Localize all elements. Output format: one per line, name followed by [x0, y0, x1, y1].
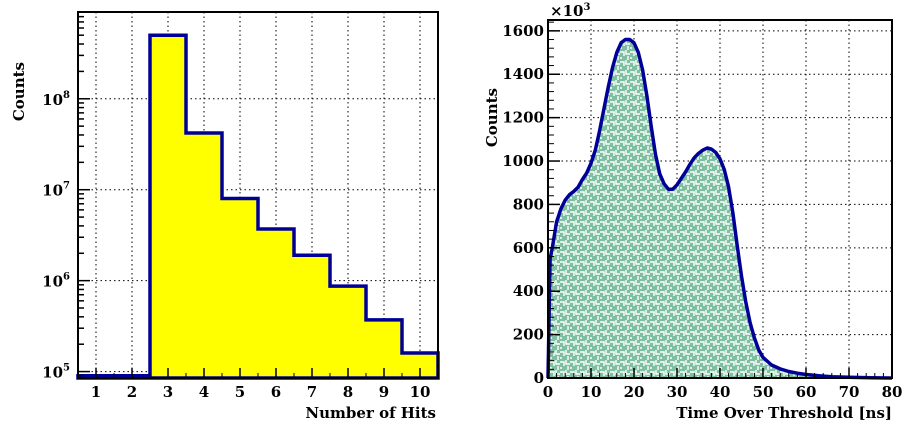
- x-tick-labels: 1 2 3 4 5 6 7 8 9 10: [91, 383, 431, 401]
- x-tick-label: 10: [581, 383, 602, 401]
- x-tick-label: 50: [753, 383, 774, 401]
- y-tick-label: 1600: [502, 22, 544, 40]
- y-tick-label: 0: [534, 369, 544, 387]
- y-tick-label: 600: [513, 239, 544, 257]
- y-tick-label: 800: [513, 195, 544, 213]
- x-tick-label: 6: [271, 383, 281, 401]
- x-tick-label: 3: [163, 383, 173, 401]
- tot-histogram-line: [546, 37, 893, 380]
- hits-histogram-bars: [76, 33, 440, 380]
- y-tick-label: 106: [42, 272, 70, 291]
- y-tick-label: 107: [42, 181, 70, 200]
- x-tick-label: 80: [882, 383, 903, 401]
- y-tick-labels: 0 200 400 600 800 1000 1200 1400 1600: [502, 22, 544, 387]
- x-tick-label: 4: [199, 383, 209, 401]
- time-over-threshold-histogram: 0 10 20 30 40 50 60 70 80 0 200 400 600 800 1000 1200 1…: [483, 2, 902, 422]
- y-tick-label: 400: [513, 282, 544, 300]
- x-tick-label: 70: [839, 383, 860, 401]
- y-tick-label: 1200: [502, 109, 544, 127]
- y-axis-title: Counts: [483, 88, 501, 147]
- y-tick-label: 200: [513, 326, 544, 344]
- x-tick-label: 20: [624, 383, 645, 401]
- y-tick-label: 108: [42, 90, 70, 109]
- plot-frame: [77, 11, 439, 379]
- x-tick-label: 10: [410, 383, 431, 401]
- y-tick-label: 1400: [502, 65, 544, 83]
- x-tick-labels: 0 10 20 30 40 50 60 70 80: [543, 383, 903, 401]
- x-tick-label: 1: [91, 383, 101, 401]
- x-axis-title: Time Over Threshold [ns]: [676, 404, 892, 422]
- y-axis-title: Counts: [10, 62, 28, 121]
- y-tick-label: 1000: [502, 152, 544, 170]
- x-tick-label: 60: [796, 383, 817, 401]
- x-tick-label: 5: [235, 383, 245, 401]
- x-tick-label: 2: [127, 383, 137, 401]
- x-tick-label: 40: [710, 383, 731, 401]
- x-tick-label: 8: [343, 383, 353, 401]
- y-multiplier: ×103: [550, 2, 590, 20]
- tot-histogram-area: [548, 39, 892, 378]
- plot-frame: [547, 19, 893, 379]
- y-tick-labels: 105 106 107 108: [42, 90, 70, 382]
- x-tick-label: 7: [307, 383, 317, 401]
- y-tick-label: 105: [42, 363, 70, 382]
- x-tick-label: 0: [543, 383, 553, 401]
- x-axis-title: Number of Hits: [305, 404, 436, 422]
- x-tick-label: 30: [667, 383, 688, 401]
- x-tick-label: 9: [379, 383, 389, 401]
